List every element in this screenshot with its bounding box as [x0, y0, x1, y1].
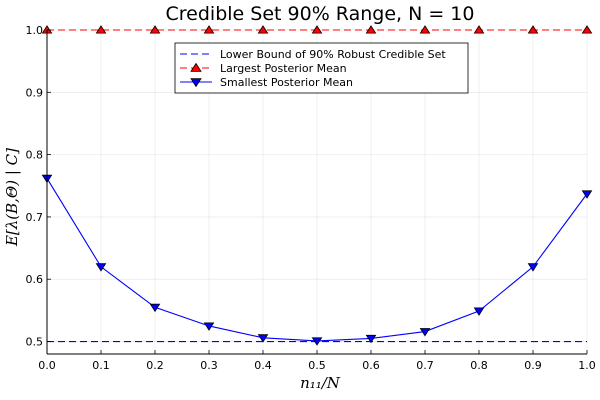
- legend-label-1: Lower Bound of 90% Robust Credible Set: [220, 48, 446, 61]
- legend-marker-2: [190, 62, 202, 72]
- x-tick-label: 0.3: [200, 359, 218, 372]
- x-tick-label: 0.7: [416, 359, 434, 372]
- series-marker-2: [311, 25, 323, 34]
- series-marker-2: [365, 25, 377, 34]
- series-marker-3: [95, 263, 107, 272]
- x-tick-label: 1.0: [578, 359, 596, 372]
- y-tick-label: 1.0: [26, 24, 44, 37]
- x-tick-label: 0.1: [92, 359, 110, 372]
- series-marker-2: [581, 25, 593, 34]
- series-marker-2: [203, 25, 215, 34]
- series-marker-2: [95, 25, 107, 34]
- y-tick-label: 0.9: [26, 86, 44, 99]
- series-marker-3: [311, 337, 323, 346]
- y-tick-label: 0.5: [26, 336, 44, 349]
- legend: Lower Bound of 90% Robust Credible SetLa…: [174, 42, 469, 94]
- x-axis-label: n₁₁/N: [300, 374, 341, 392]
- y-tick-label: 0.8: [26, 149, 44, 162]
- x-tick-label: 0.5: [308, 359, 326, 372]
- x-tick-label: 0.2: [146, 359, 164, 372]
- series-marker-3: [527, 263, 539, 272]
- series-layer: [41, 25, 593, 346]
- series-marker-2: [257, 25, 269, 34]
- legend-marker-3: [190, 78, 202, 88]
- y-tick-label: 0.6: [26, 273, 44, 286]
- series-marker-3: [419, 328, 431, 337]
- series-marker-3: [257, 334, 269, 343]
- x-tick-label: 0.4: [254, 359, 272, 372]
- legend-label-2: Largest Posterior Mean: [220, 62, 347, 75]
- y-axis-label: E[λ(B,Θ) | C]: [3, 148, 21, 247]
- series-marker-2: [527, 25, 539, 34]
- x-tick-label: 0.0: [38, 359, 56, 372]
- tick-labels: 0.0 0.1 0.2 0.3 0.4 0.5 0.6 0.7 0.8 0.9 1.0 0.5 0.6 0…: [26, 24, 596, 372]
- series-marker-2: [419, 25, 431, 34]
- series-marker-3: [203, 322, 215, 331]
- plot-frame: [46, 29, 588, 355]
- series-marker-2: [149, 25, 161, 34]
- series-marker-3: [149, 303, 161, 313]
- legend-label-3: Smallest Posterior Mean: [220, 76, 353, 89]
- series-marker-3: [473, 307, 485, 316]
- series-marker-3: [365, 334, 377, 344]
- y-tick-label: 0.7: [26, 211, 44, 224]
- series-marker-2: [473, 25, 485, 34]
- x-tick-label: 0.6: [362, 359, 380, 372]
- chart-title: Credible Set 90% Range, N = 10: [166, 3, 475, 25]
- x-tick-label: 0.9: [524, 359, 542, 372]
- x-tick-label: 0.8: [470, 359, 488, 372]
- series-marker-3: [581, 190, 593, 199]
- legend-box: [174, 42, 469, 94]
